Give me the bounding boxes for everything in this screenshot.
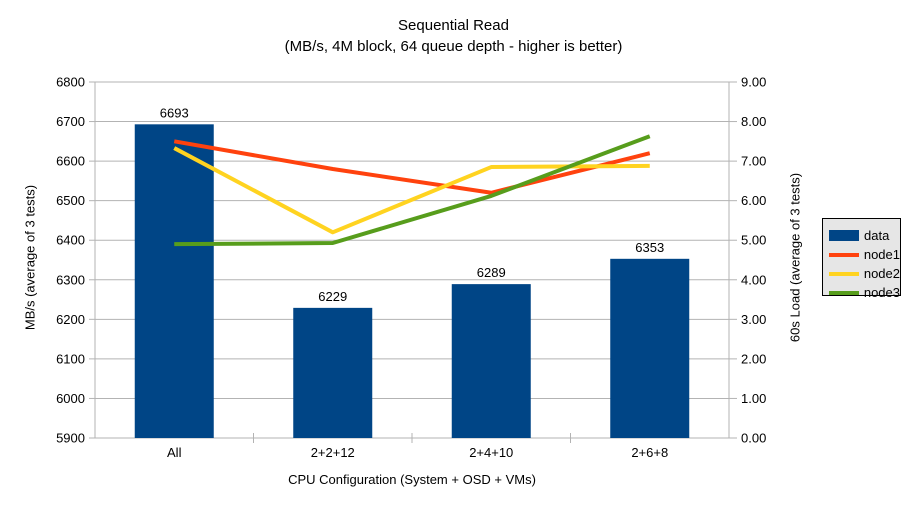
right-axis-title: 60s Load (average of 3 tests) bbox=[787, 172, 803, 343]
right-tick-label: 9.00 bbox=[741, 75, 766, 90]
right-tick-label: 8.00 bbox=[741, 114, 766, 129]
left-tick-label: 6400 bbox=[56, 233, 85, 248]
right-tick-label: 3.00 bbox=[741, 312, 766, 327]
legend-label: node2 bbox=[863, 266, 900, 281]
left-tick-label: 6800 bbox=[56, 75, 85, 90]
chart-title: Sequential Read bbox=[398, 17, 509, 34]
chart-title-block: Sequential Read (MB/s, 4M block, 64 queu… bbox=[0, 15, 907, 57]
legend-item-data: data bbox=[829, 226, 900, 245]
line-series-node1 bbox=[173, 139, 651, 195]
left-tick-label: 6000 bbox=[56, 391, 85, 406]
legend-swatch-node3 bbox=[829, 290, 859, 295]
category-label: 2+4+10 bbox=[469, 445, 513, 460]
left-tick-label: 6500 bbox=[56, 193, 85, 208]
legend-swatch-node2 bbox=[829, 271, 859, 276]
legend-label: data bbox=[864, 228, 890, 243]
legend-item-node1: node1 bbox=[829, 245, 900, 264]
right-tick-label: 2.00 bbox=[741, 351, 766, 366]
left-tick-label: 5900 bbox=[56, 431, 85, 446]
chart-subtitle: (MB/s, 4M block, 64 queue depth - higher… bbox=[284, 38, 623, 55]
bar-value-label: 6693 bbox=[160, 105, 189, 120]
bar-2+4+10 bbox=[451, 284, 531, 438]
legend: data node1 node2 node3 bbox=[822, 218, 901, 300]
line-series-node3 bbox=[174, 134, 651, 247]
bar-2+2+12 bbox=[293, 307, 373, 438]
legend-label: node3 bbox=[863, 285, 900, 300]
left-tick-label: 6600 bbox=[56, 154, 85, 169]
category-label: 2+6+8 bbox=[631, 445, 668, 460]
left-tick-label: 6200 bbox=[56, 312, 85, 327]
category-label: 2+2+12 bbox=[311, 445, 355, 460]
x-axis-title: CPU Configuration (System + OSD + VMs) bbox=[288, 472, 536, 487]
category-label: All bbox=[167, 445, 182, 460]
bar-value-label: 6353 bbox=[635, 240, 664, 255]
right-tick-label: 7.00 bbox=[741, 154, 766, 169]
right-tick-label: 6.00 bbox=[741, 193, 766, 208]
legend-item-node3: node3 bbox=[829, 283, 900, 302]
legend-swatch-data bbox=[829, 230, 859, 241]
bar-value-label: 6289 bbox=[477, 265, 506, 280]
right-tick-label: 0.00 bbox=[741, 431, 766, 446]
bar-value-label: 6229 bbox=[318, 289, 347, 304]
right-tick-label: 5.00 bbox=[741, 233, 766, 248]
left-tick-label: 6300 bbox=[56, 272, 85, 287]
legend-label: node1 bbox=[863, 247, 900, 262]
right-tick-label: 1.00 bbox=[741, 391, 766, 406]
left-axis-title: MB/s (average of 3 tests) bbox=[22, 184, 38, 331]
left-tick-label: 6700 bbox=[56, 114, 85, 129]
right-tick-label: 4.00 bbox=[741, 272, 766, 287]
bar-All bbox=[134, 124, 214, 438]
bar-2+6+8 bbox=[610, 258, 690, 438]
legend-item-node2: node2 bbox=[829, 264, 900, 283]
left-tick-label: 6100 bbox=[56, 351, 85, 366]
legend-swatch-node1 bbox=[829, 252, 859, 257]
